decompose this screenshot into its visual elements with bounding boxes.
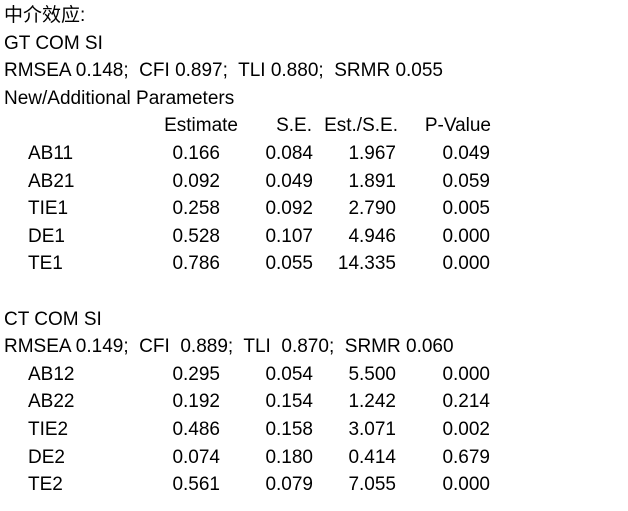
p-value: 0.000 <box>442 253 490 275</box>
estimate-value: 0.295 <box>172 363 220 385</box>
se-value: 0.092 <box>265 198 313 220</box>
column-header-estimate: Estimate <box>164 115 238 137</box>
table-row: TIE1 0.258 0.092 2.790 0.005 <box>28 195 491 223</box>
param-name: DE1 <box>28 225 65 247</box>
est-se-value: 1.891 <box>348 170 396 192</box>
model-1-fit-stats: RMSEA 0.148; CFI 0.897; TLI 0.880; SRMR … <box>4 60 443 82</box>
table-header-row: Estimate S.E. Est./S.E. P-Value <box>28 112 491 140</box>
p-value: 0.000 <box>442 474 490 496</box>
estimate-value: 0.258 <box>172 198 220 220</box>
blank-line <box>4 278 628 306</box>
se-value: 0.154 <box>265 391 313 413</box>
model-1-parameter-table: Estimate S.E. Est./S.E. P-Value AB11 0.1… <box>28 112 491 278</box>
table-row: TE1 0.786 0.055 14.335 0.000 <box>28 250 491 278</box>
est-se-value: 1.967 <box>348 142 396 164</box>
est-se-value: 3.071 <box>348 418 396 440</box>
estimate-value: 0.561 <box>172 474 220 496</box>
model-2-title: CT COM SI <box>4 308 102 330</box>
p-value: 0.005 <box>442 198 490 220</box>
param-name: TE2 <box>28 474 63 496</box>
estimate-value: 0.486 <box>172 418 220 440</box>
se-value: 0.084 <box>265 142 313 164</box>
param-name: AB11 <box>28 142 74 164</box>
table-row: DE2 0.074 0.180 0.414 0.679 <box>28 444 491 472</box>
column-header-p-value: P-Value <box>424 115 491 137</box>
se-value: 0.054 <box>265 363 313 385</box>
p-value: 0.049 <box>442 142 490 164</box>
p-value: 0.214 <box>442 391 490 413</box>
est-se-value: 1.242 <box>348 391 396 413</box>
param-name: TIE1 <box>28 198 69 220</box>
model-1-title: GT COM SI <box>4 32 103 54</box>
est-se-value: 5.500 <box>348 363 396 385</box>
p-value: 0.000 <box>442 363 490 385</box>
se-value: 0.049 <box>265 170 313 192</box>
estimate-value: 0.528 <box>172 225 220 247</box>
est-se-value: 0.414 <box>348 446 396 468</box>
est-se-value: 2.790 <box>348 198 396 220</box>
model-1-subtitle: New/Additional Parameters <box>4 87 235 109</box>
estimate-value: 0.092 <box>172 170 220 192</box>
table-row: AB12 0.295 0.054 5.500 0.000 <box>28 361 491 389</box>
table-row: TE2 0.561 0.079 7.055 0.000 <box>28 471 491 499</box>
se-value: 0.180 <box>265 446 313 468</box>
estimate-value: 0.192 <box>172 391 220 413</box>
se-value: 0.079 <box>265 474 313 496</box>
model-2-parameter-table: AB12 0.295 0.054 5.500 0.000 AB22 0.192 … <box>28 361 491 499</box>
param-name: TIE2 <box>28 418 69 440</box>
param-name: AB22 <box>28 391 75 413</box>
table-row: TIE2 0.486 0.158 3.071 0.002 <box>28 416 491 444</box>
se-value: 0.107 <box>265 225 313 247</box>
column-header-blank <box>28 112 140 140</box>
est-se-value: 7.055 <box>348 474 396 496</box>
table-row: AB21 0.092 0.049 1.891 0.059 <box>28 168 491 196</box>
param-name: AB21 <box>28 170 75 192</box>
se-value: 0.055 <box>265 253 313 275</box>
p-value: 0.002 <box>442 418 490 440</box>
est-se-value: 4.946 <box>348 225 396 247</box>
estimate-value: 0.074 <box>172 446 220 468</box>
p-value: 0.000 <box>442 225 490 247</box>
param-name: DE2 <box>28 446 65 468</box>
table-row: AB22 0.192 0.154 1.242 0.214 <box>28 388 491 416</box>
param-name: AB12 <box>28 363 75 385</box>
param-name: TE1 <box>28 253 63 275</box>
estimate-value: 0.166 <box>172 142 220 164</box>
p-value: 0.679 <box>442 446 490 468</box>
se-value: 0.158 <box>265 418 313 440</box>
table-row: AB11 0.166 0.084 1.967 0.049 <box>28 140 491 168</box>
column-header-est-se: Est./S.E. <box>324 115 398 137</box>
estimate-value: 0.786 <box>172 253 220 275</box>
est-se-value: 14.335 <box>337 253 396 275</box>
model-2-fit-stats: RMSEA 0.149; CFI 0.889; TLI 0.870; SRMR … <box>4 336 454 358</box>
column-header-se: S.E. <box>276 115 312 137</box>
page-title: 中介效应: <box>4 5 86 26</box>
output-document: 中介效应: GT COM SI RMSEA 0.148; CFI 0.897; … <box>4 5 628 499</box>
p-value: 0.059 <box>442 170 490 192</box>
table-row: DE1 0.528 0.107 4.946 0.000 <box>28 223 491 251</box>
